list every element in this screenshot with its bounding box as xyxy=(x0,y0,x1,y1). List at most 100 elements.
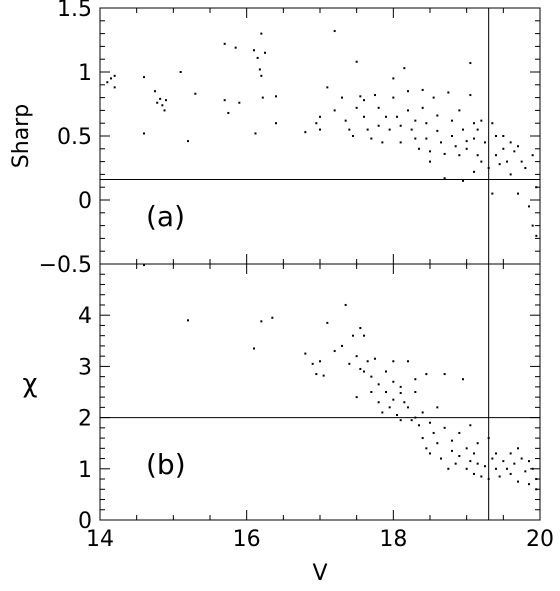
data-point xyxy=(495,452,497,455)
data-point xyxy=(407,90,409,93)
data-point xyxy=(465,140,468,143)
data-point xyxy=(462,128,464,131)
panel-b-ytick-labels: 0 1 2 3 4 xyxy=(78,304,92,534)
panel-b-label: (b) xyxy=(146,448,186,481)
data-point xyxy=(425,447,428,450)
data-point xyxy=(154,90,156,93)
panel-a-points xyxy=(106,30,538,237)
data-point xyxy=(179,71,182,73)
data-point xyxy=(275,95,277,98)
data-point xyxy=(238,101,241,104)
data-point xyxy=(348,362,351,365)
data-point xyxy=(319,115,321,118)
data-point xyxy=(429,421,431,424)
data-point xyxy=(407,360,409,363)
data-point xyxy=(517,447,519,450)
data-point xyxy=(374,94,376,97)
data-point xyxy=(194,92,197,95)
data-point xyxy=(414,391,417,393)
data-point xyxy=(410,419,413,422)
data-point xyxy=(432,431,435,434)
data-point xyxy=(304,131,307,134)
data-point xyxy=(528,460,530,463)
data-point xyxy=(476,462,479,465)
ytick-label: 0 xyxy=(78,189,92,214)
data-point xyxy=(498,475,501,478)
data-point xyxy=(355,396,358,399)
data-point xyxy=(260,32,263,35)
data-point xyxy=(256,56,259,59)
data-point xyxy=(458,431,461,434)
panel-b: 0 1 2 3 4 14 16 18 20 (b) χ V xyxy=(22,263,554,586)
data-point xyxy=(396,414,398,417)
data-point xyxy=(429,452,431,455)
data-point xyxy=(260,74,263,77)
data-point xyxy=(385,391,387,393)
data-point xyxy=(223,42,226,45)
data-point xyxy=(322,374,325,377)
data-point xyxy=(407,109,409,112)
data-point xyxy=(333,30,336,33)
data-point xyxy=(498,163,501,166)
data-point xyxy=(414,378,417,381)
data-point xyxy=(531,467,534,470)
data-point xyxy=(429,150,431,153)
data-point xyxy=(495,135,497,137)
data-point xyxy=(421,106,424,109)
data-point xyxy=(535,186,538,189)
data-point xyxy=(355,60,358,63)
data-point xyxy=(253,49,255,52)
data-point xyxy=(524,470,527,473)
xtick-label: 16 xyxy=(233,527,261,552)
data-point xyxy=(421,411,424,414)
data-point xyxy=(234,46,237,49)
data-point xyxy=(392,96,395,99)
data-point xyxy=(491,457,494,460)
data-point xyxy=(355,355,358,358)
data-point xyxy=(260,320,263,323)
data-point xyxy=(407,406,409,409)
data-point xyxy=(304,352,307,355)
data-point xyxy=(520,457,523,460)
data-point xyxy=(341,344,343,347)
panel-b-xtick-labels: 14 16 18 20 xyxy=(86,527,554,552)
ytick-label: 3 xyxy=(78,355,92,380)
xtick-label: 14 xyxy=(86,527,114,552)
data-point xyxy=(403,67,406,70)
data-point xyxy=(363,334,365,337)
data-point xyxy=(495,154,497,157)
panel-b-points xyxy=(143,264,538,491)
panel-b-ylabel: χ xyxy=(22,369,37,399)
data-point xyxy=(465,147,468,150)
data-point xyxy=(271,316,274,319)
data-point xyxy=(506,467,508,470)
data-point xyxy=(377,383,380,386)
data-point xyxy=(451,135,453,137)
data-point xyxy=(502,147,505,150)
data-point xyxy=(476,442,479,445)
ytick-label: 0.5 xyxy=(57,125,92,150)
data-point xyxy=(414,119,417,122)
data-point xyxy=(436,442,439,445)
data-point xyxy=(143,76,145,79)
data-point xyxy=(106,81,109,84)
panel-a-label: (a) xyxy=(146,200,185,233)
data-point xyxy=(513,462,516,465)
data-point xyxy=(425,122,428,125)
data-point xyxy=(392,360,395,363)
ytick-label: 0 xyxy=(78,509,92,534)
data-point xyxy=(473,137,475,140)
data-point xyxy=(451,439,453,442)
data-point xyxy=(506,160,508,163)
data-point xyxy=(315,122,318,125)
data-point xyxy=(374,357,376,360)
data-point xyxy=(484,141,486,144)
data-point xyxy=(333,109,336,112)
data-point xyxy=(517,145,519,148)
data-point xyxy=(187,140,189,143)
ytick-label: 1 xyxy=(78,61,92,86)
data-point xyxy=(469,460,472,463)
data-point xyxy=(454,462,457,465)
data-point xyxy=(377,124,380,127)
